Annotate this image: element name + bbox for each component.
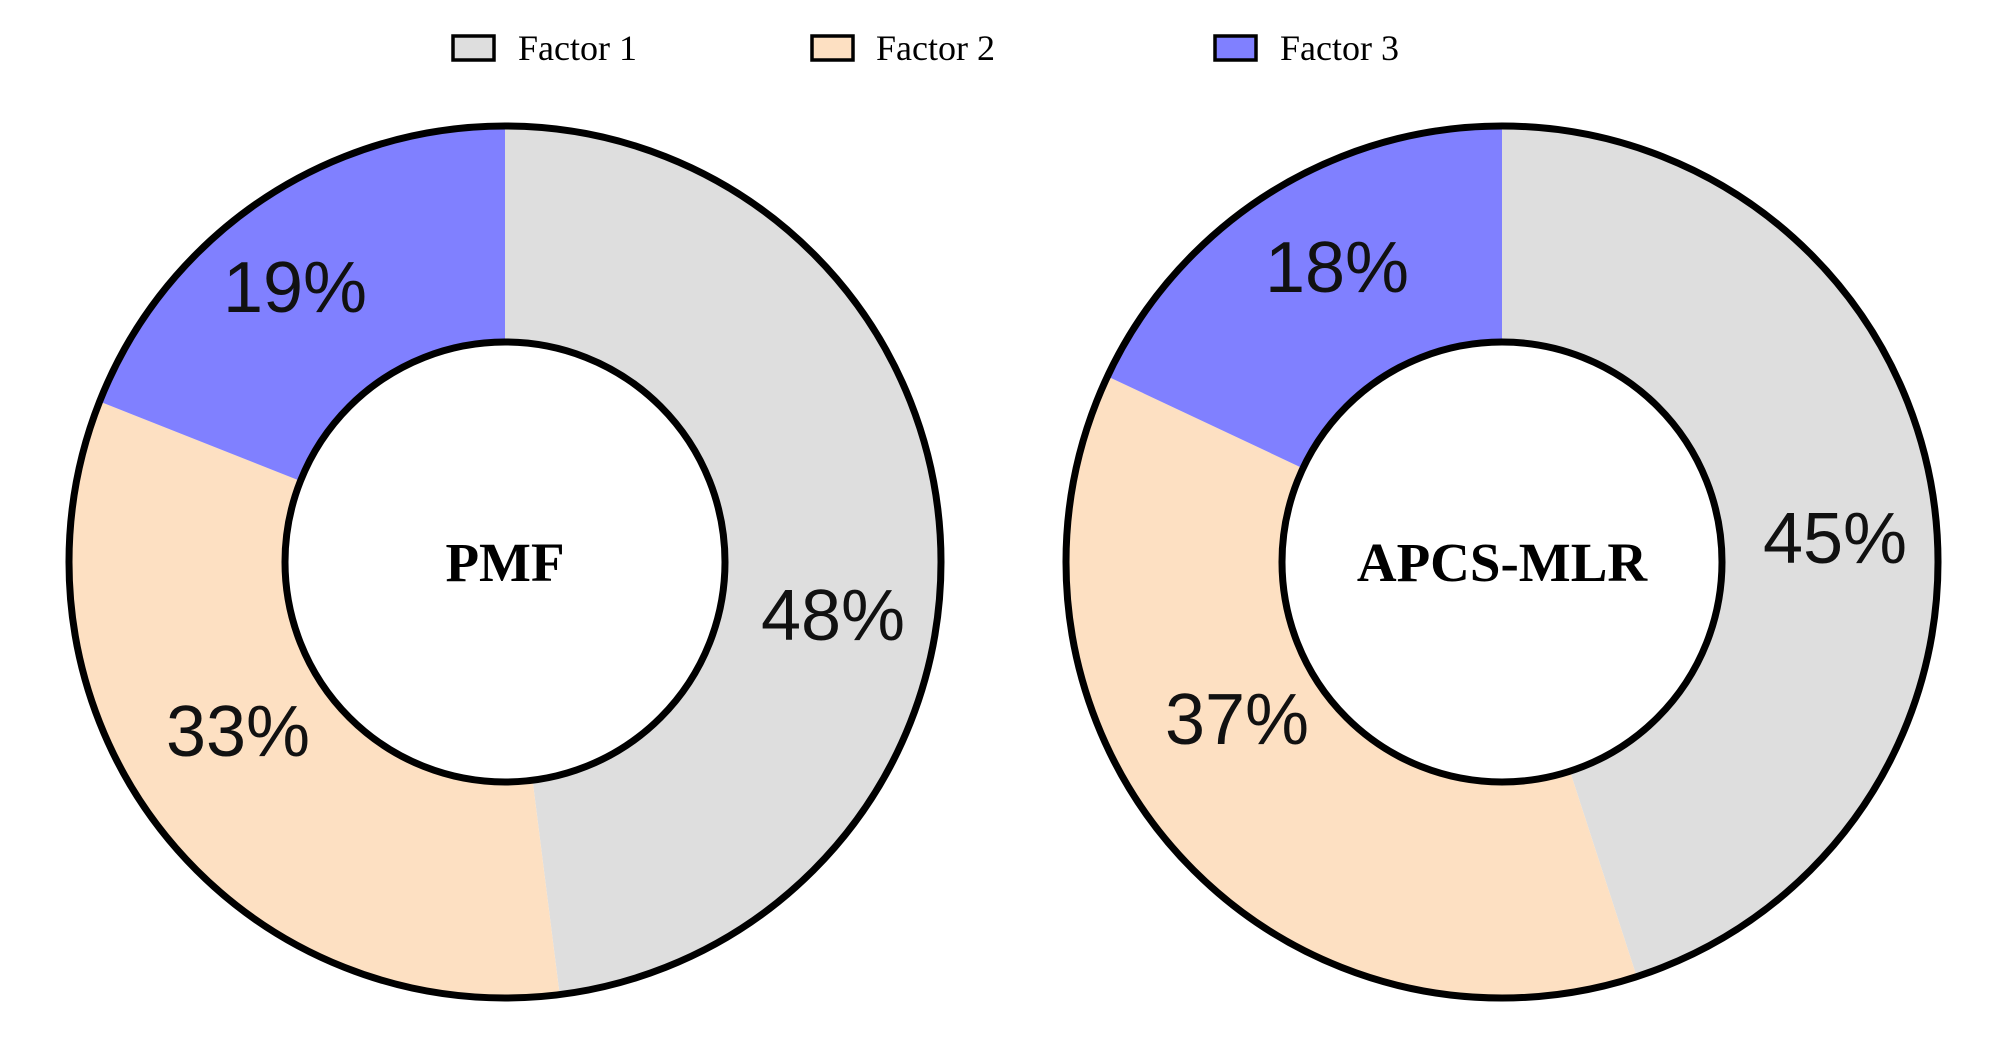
slice-value-label-factor-2: 33% <box>166 692 310 772</box>
slice-value-label-factor-3: 18% <box>1265 228 1409 308</box>
slice-factor-3 <box>99 126 505 482</box>
legend-swatch-factor-3 <box>1213 34 1258 62</box>
donut-chart-apcs-mlr: 45% 37% 18% APCS-MLR <box>1062 122 1942 1002</box>
donut-inner-ring <box>281 338 729 786</box>
slice-value-label-factor-2: 37% <box>1165 680 1309 760</box>
donut-outer-ring <box>1062 122 1942 1002</box>
slice-factor-2 <box>1065 376 1637 999</box>
slice-factor-2 <box>68 401 560 998</box>
donut-outer-ring <box>65 122 945 1002</box>
donut-center-label: PMF <box>445 532 564 593</box>
legend-label-factor-2: Factor 2 <box>876 28 995 68</box>
legend-item-factor-1: Factor 1 <box>451 28 637 68</box>
legend-item-factor-2: Factor 2 <box>810 28 995 68</box>
donut-inner-ring <box>1278 338 1726 786</box>
legend-label-factor-3: Factor 3 <box>1280 28 1399 68</box>
donut-center-label: APCS-MLR <box>1357 532 1649 593</box>
slice-value-label-factor-1: 45% <box>1763 499 1907 579</box>
legend: Factor 1 Factor 2 Factor 3 <box>451 28 1399 68</box>
legend-swatch-factor-2 <box>810 34 855 62</box>
slice-value-label-factor-1: 48% <box>761 576 905 656</box>
legend-item-factor-3: Factor 3 <box>1213 28 1399 68</box>
charts: 48% 33% 19% PMF 45% 37% 18% APCS-MLR <box>65 122 1942 1002</box>
donut-chart-pmf: 48% 33% 19% PMF <box>65 122 945 1002</box>
legend-label-factor-1: Factor 1 <box>518 28 637 68</box>
slice-factor-3 <box>1107 125 1502 469</box>
slice-value-label-factor-3: 19% <box>223 248 367 328</box>
slice-factor-1 <box>1502 126 1938 977</box>
slice-factor-1 <box>505 126 942 995</box>
legend-swatch-factor-1 <box>451 34 496 62</box>
